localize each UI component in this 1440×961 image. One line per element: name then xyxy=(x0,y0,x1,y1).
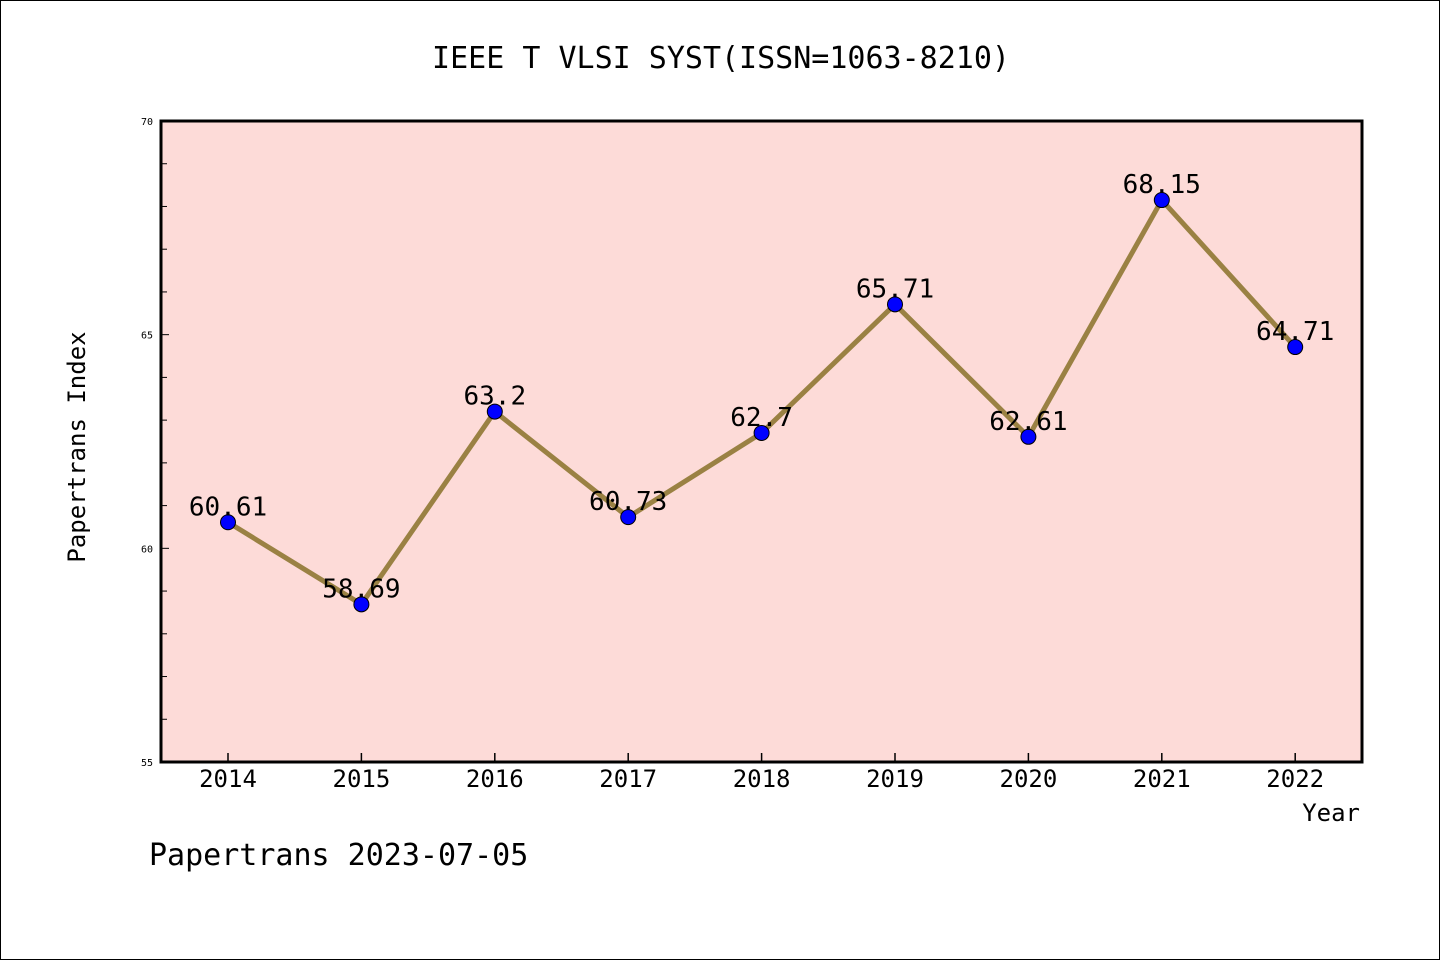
x-tick-label: 2020 xyxy=(1000,765,1058,793)
data-point xyxy=(1153,192,1170,209)
x-tick-label: 2018 xyxy=(733,765,791,793)
x-tick-label: 2014 xyxy=(199,765,257,793)
data-point xyxy=(486,403,503,420)
x-tick-label: 2022 xyxy=(1266,765,1324,793)
data-label: 62.7 xyxy=(730,403,793,433)
data-label: 62.61 xyxy=(989,407,1067,437)
x-tick-label: 2016 xyxy=(466,765,524,793)
chart-title: IEEE T VLSI SYST(ISSN=1063-8210) xyxy=(432,41,1010,76)
data-point xyxy=(887,296,903,313)
data-point xyxy=(220,514,236,531)
plot-border xyxy=(159,119,1364,764)
data-point xyxy=(1020,428,1037,445)
data-label: 63.2 xyxy=(463,382,526,412)
y-tick-label: 60 xyxy=(141,544,153,555)
data-label: 68.15 xyxy=(1123,170,1201,200)
data-labels: 60.61 58.69 63.2 60.73 62.7 65.71 62.61 68.15 64… xyxy=(189,170,1334,604)
data-point xyxy=(353,596,370,613)
x-tick-label: 2015 xyxy=(333,765,391,793)
data-point xyxy=(1287,339,1304,356)
y-tick-label: 65 xyxy=(141,331,153,342)
data-label: 60.73 xyxy=(589,487,667,517)
data-label: 58.69 xyxy=(322,574,400,604)
x-tick-label: 2021 xyxy=(1133,765,1191,793)
data-point xyxy=(620,509,637,526)
data-point xyxy=(753,424,770,441)
data-label: 65.71 xyxy=(856,274,934,304)
footer-text: Papertrans 2023-07-05 xyxy=(149,838,528,873)
y-tick-label: 70 xyxy=(141,117,153,128)
y-axis-label: Papertrans Index xyxy=(63,331,91,562)
data-markers xyxy=(220,192,1304,613)
x-tick-label: 2019 xyxy=(866,765,924,793)
data-label: 60.61 xyxy=(189,492,267,522)
x-axis: 2014 2015 2016 2017 2018 2019 2020 2021 2022 xyxy=(199,753,1324,793)
x-tick-label: 2017 xyxy=(599,765,657,793)
y-tick-label: 55 xyxy=(141,758,153,769)
plot-area xyxy=(161,121,1362,762)
data-label: 64.71 xyxy=(1256,317,1334,347)
x-axis-label: Year xyxy=(1302,799,1360,827)
